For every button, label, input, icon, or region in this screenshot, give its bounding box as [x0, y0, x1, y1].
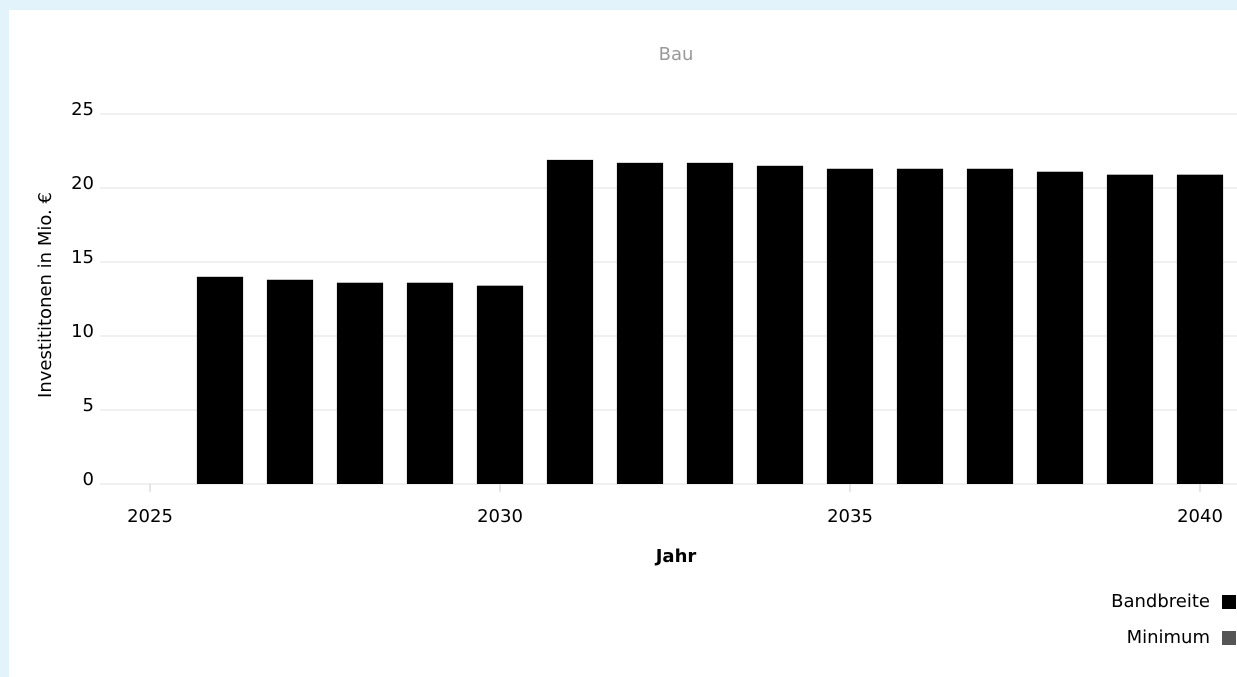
x-tick-label: 2030 [477, 506, 523, 527]
legend-label: Minimum [1127, 627, 1210, 648]
bar [1176, 174, 1224, 484]
legend-swatch [1222, 631, 1236, 645]
x-axis-label: Jahr [654, 546, 697, 567]
bar [686, 162, 734, 484]
x-tick-label: 2035 [827, 506, 873, 527]
legend-label: Bandbreite [1111, 591, 1210, 612]
bar [546, 159, 594, 484]
bar [896, 168, 944, 484]
y-axis-label: Investititonen in Mio. € [35, 192, 56, 398]
y-tick-label: 20 [71, 173, 94, 194]
x-tick-label: 2025 [127, 506, 173, 527]
y-tick-label: 15 [71, 247, 94, 268]
bar [966, 168, 1014, 484]
bar [616, 162, 664, 484]
bar [476, 285, 524, 484]
bar [756, 165, 804, 485]
bar [1036, 171, 1084, 484]
x-tick-label: 2040 [1177, 506, 1223, 527]
legend-swatch [1222, 595, 1236, 609]
bar [406, 282, 454, 484]
chart-title: Bau [659, 44, 694, 65]
y-tick-label: 25 [71, 99, 94, 120]
bar [336, 282, 384, 484]
bar [196, 276, 244, 484]
y-tick-label: 0 [83, 469, 94, 490]
y-tick-label: 5 [83, 395, 94, 416]
bar [826, 168, 874, 484]
bar [1106, 174, 1154, 484]
y-tick-label: 10 [71, 321, 94, 342]
bar [266, 279, 314, 484]
